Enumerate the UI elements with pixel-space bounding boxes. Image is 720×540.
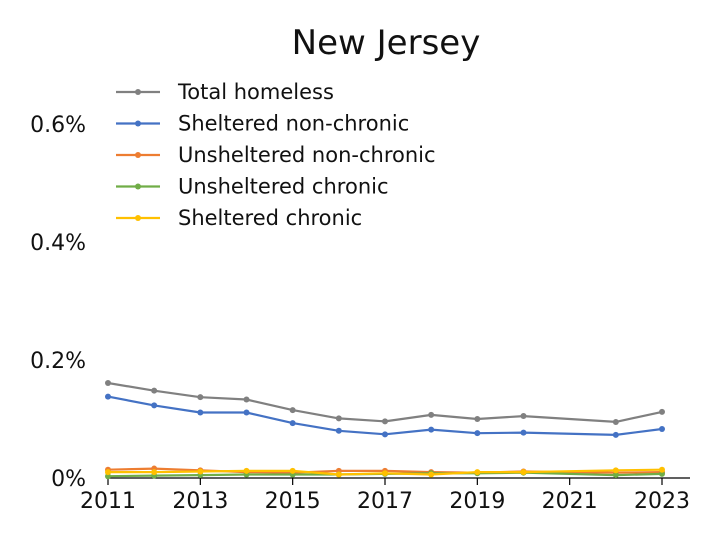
data-point	[151, 469, 158, 476]
y-tick-label: 0.6%	[30, 113, 86, 138]
series-line-total-homeless	[107, 381, 663, 423]
data-point	[151, 402, 158, 409]
legend-item: Unsheltered chronic	[116, 175, 389, 199]
legend-swatch-marker	[135, 183, 141, 190]
data-point	[612, 472, 619, 479]
series-sheltered-non-chronic	[105, 393, 665, 438]
data-point	[382, 470, 388, 477]
legend-item: Unsheltered non-chronic	[116, 143, 436, 167]
series-line-sheltered-chronic	[108, 468, 663, 476]
data-point	[243, 467, 250, 474]
data-point	[659, 466, 665, 473]
data-point	[428, 471, 435, 478]
legend-label: Unsheltered chronic	[178, 175, 389, 199]
data-point	[612, 467, 619, 474]
x-tick-label: 2011	[80, 489, 136, 514]
data-point	[289, 467, 296, 474]
data-point	[428, 426, 435, 433]
x-tick-label: 2017	[357, 489, 413, 514]
series-sheltered-chronic	[105, 466, 665, 478]
legend-swatch-marker	[135, 215, 141, 221]
series-line-sheltered-non-chronic	[107, 395, 663, 436]
legend-label: Sheltered non-chronic	[178, 112, 409, 136]
series-total-homeless	[105, 380, 665, 425]
data-point	[335, 471, 342, 478]
data-point	[335, 427, 342, 434]
legend-item: Total homeless	[116, 80, 334, 104]
data-point	[474, 430, 481, 437]
data-point	[520, 413, 527, 420]
data-point	[520, 429, 527, 436]
legend-swatch-marker	[135, 89, 141, 95]
data-point	[659, 408, 665, 415]
data-point	[197, 409, 204, 416]
data-point	[659, 470, 665, 477]
data-point	[289, 407, 296, 414]
legend-swatch-marker	[135, 120, 141, 127]
x-tick-label: 2023	[634, 489, 690, 514]
data-point	[289, 420, 296, 427]
y-tick-label: 0%	[51, 467, 86, 492]
x-axis: 2011 2013 2015 2017 2019 2021 2023	[80, 477, 690, 514]
x-tick-label: 2021	[542, 489, 598, 514]
data-point	[197, 468, 204, 475]
data-point	[243, 409, 250, 416]
data-point	[382, 418, 388, 425]
legend-item: Sheltered chronic	[116, 206, 362, 230]
x-tick-label: 2013	[172, 489, 228, 514]
data-point	[659, 426, 665, 433]
data-point	[520, 469, 527, 476]
data-point	[612, 418, 619, 425]
legend-label: Unsheltered non-chronic	[178, 143, 436, 167]
data-point	[382, 431, 388, 438]
data-point	[243, 396, 250, 403]
data-point	[105, 393, 111, 400]
y-tick-label: 0.2%	[30, 349, 86, 374]
data-point	[612, 431, 619, 438]
data-point	[105, 380, 111, 387]
legend: Total homeless Sheltered non-chronic Unshe…	[116, 80, 436, 230]
data-point	[428, 411, 435, 418]
data-point	[474, 469, 481, 476]
legend-item: Sheltered non-chronic	[116, 112, 409, 136]
y-tick-label: 0.4%	[30, 231, 86, 256]
data-point	[197, 394, 204, 401]
data-point	[105, 469, 111, 476]
x-tick-label: 2019	[449, 489, 505, 514]
series-layer	[105, 380, 665, 480]
x-tick-label: 2015	[265, 489, 321, 514]
y-axis: 0% 0.2% 0.4% 0.6%	[30, 113, 86, 492]
data-point	[474, 416, 481, 422]
legend-label: Sheltered chronic	[178, 206, 362, 230]
data-point	[335, 415, 342, 422]
legend-swatch-marker	[135, 152, 141, 158]
data-point	[105, 473, 111, 480]
legend-label: Total homeless	[177, 80, 334, 104]
data-point	[151, 387, 158, 394]
chart-title: New Jersey	[292, 23, 481, 63]
